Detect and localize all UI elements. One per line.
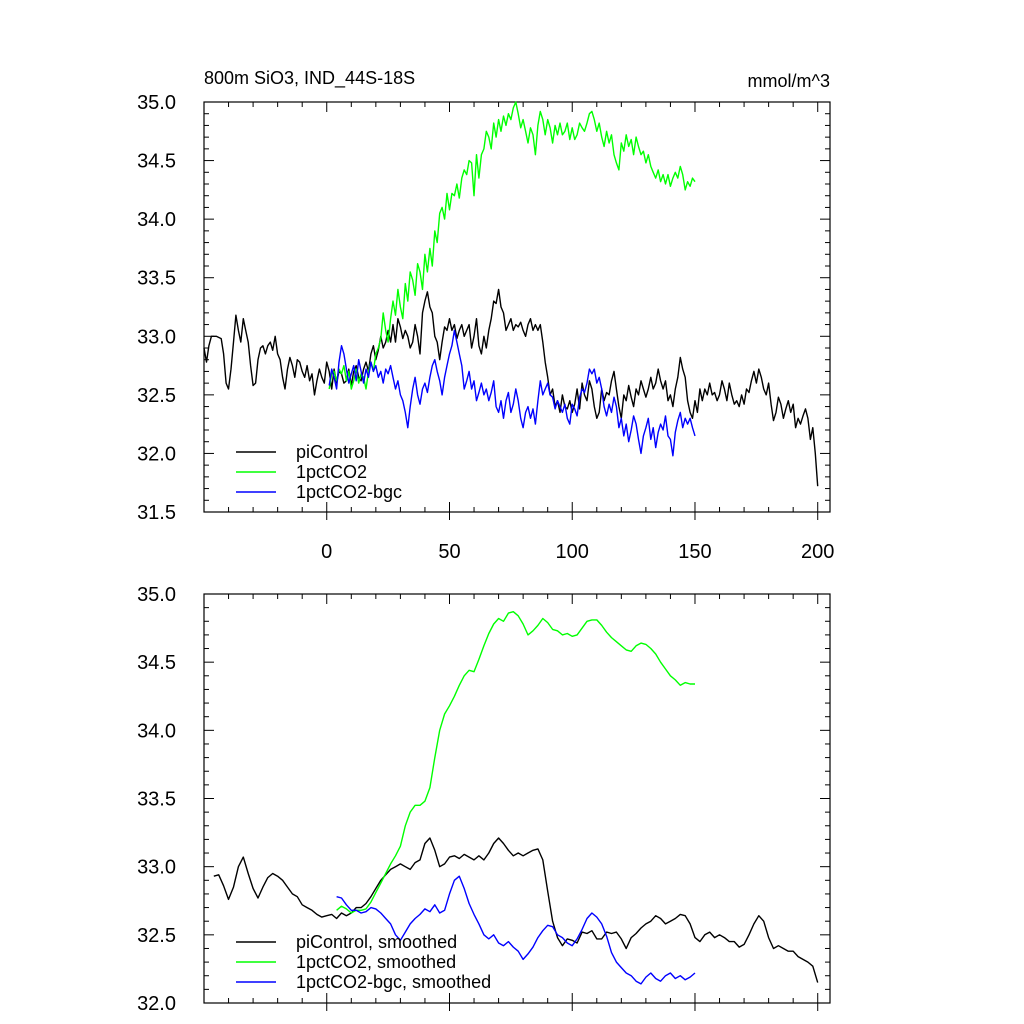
series-line-1 [203, 288, 819, 487]
legend-label: 1pctCO2-bgc [296, 482, 402, 502]
series-line-2 [336, 611, 695, 914]
legend-label: piControl, smoothed [296, 932, 457, 952]
legend-label: 1pctCO2-bgc, smoothed [296, 972, 491, 992]
y-tick-label: 32.5 [137, 385, 176, 407]
y-tick-label: 34.5 [137, 652, 176, 674]
y-tick-label: 35.0 [137, 584, 176, 606]
x-tick-label: 200 [801, 541, 834, 563]
legend-label: piControl [296, 442, 368, 462]
y-tick-label: 34.0 [137, 209, 176, 231]
legend-label: 1pctCO2 [296, 462, 367, 482]
plot-frame [203, 101, 831, 513]
x-tick-label: 150 [678, 541, 711, 563]
y-tick-label: 31.5 [137, 502, 176, 524]
legend-label: 1pctCO2, smoothed [296, 952, 456, 972]
y-tick-label: 32.0 [137, 443, 176, 465]
y-tick-label: 32.0 [137, 993, 176, 1015]
y-tick-label: 33.0 [137, 326, 176, 348]
y-tick-label: 34.0 [137, 720, 176, 742]
units-label: mmol/m^3 [748, 71, 830, 91]
y-tick-label: 33.5 [137, 268, 176, 290]
y-tick-label: 32.5 [137, 925, 176, 947]
series-line-1 [213, 837, 819, 983]
bottom-panel: 32.0 32.5 33.0 33.5 34.0 34.5 35.0 piControl, s… [137, 584, 831, 1015]
x-tick-label: 0 [321, 541, 332, 563]
top-panel: 31.5 32.0 32.5 33.0 33.5 34.0 34.5 35.0 0 50 100 15… [137, 92, 834, 563]
y-tick-label: 33.5 [137, 789, 176, 811]
series-line-3 [336, 875, 696, 985]
y-tick-label: 35.0 [137, 92, 176, 114]
x-tick-label: 50 [438, 541, 460, 563]
series-line-3 [328, 329, 696, 457]
x-tick-label: 100 [556, 541, 589, 563]
chart-title: 800m SiO3, IND_44S-18S [204, 68, 415, 89]
y-tick-label: 34.5 [137, 151, 176, 173]
y-tick-label: 33.0 [137, 857, 176, 879]
series-line-2 [328, 101, 696, 390]
